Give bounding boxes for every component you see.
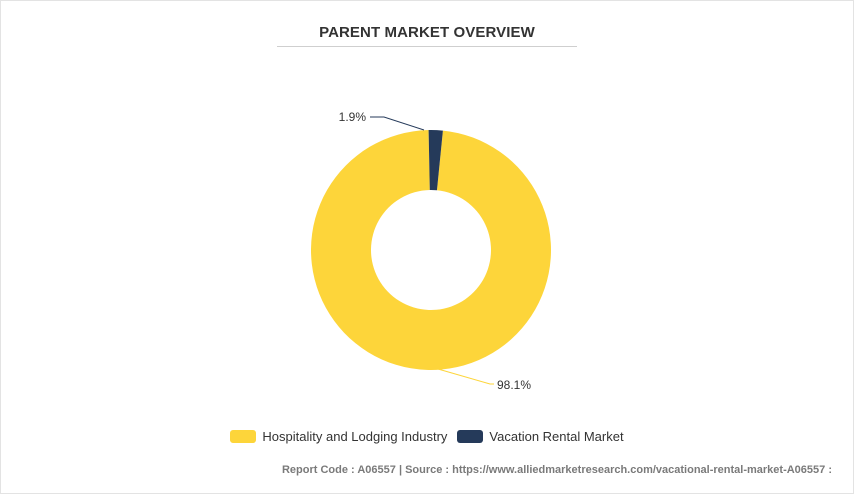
legend-label: Hospitality and Lodging Industry xyxy=(262,429,448,444)
slice-vacation-rental[interactable] xyxy=(428,130,443,191)
leader-line-vacation-rental xyxy=(370,116,425,131)
title-underline xyxy=(277,46,577,47)
legend-item-hospitality[interactable]: Hospitality and Lodging Industry xyxy=(230,429,447,444)
legend-label: Vacation Rental Market xyxy=(489,429,624,444)
data-label-hospitality: 98.1% xyxy=(497,378,531,392)
data-label-vacation-rental: 1.9% xyxy=(339,110,367,124)
report-source-footer: Report Code : A06557 | Source : https://… xyxy=(281,464,832,476)
legend-swatch xyxy=(457,430,484,443)
slice-hospitality[interactable] xyxy=(311,130,552,371)
legend-swatch xyxy=(230,430,257,443)
legend-item-vacation-rental[interactable]: Vacation Rental Market xyxy=(457,429,624,444)
legend: Hospitality and Lodging Industry Vacatio… xyxy=(0,429,854,444)
chart-title: PARENT MARKET OVERVIEW xyxy=(319,24,535,41)
leader-line-hospitality xyxy=(437,368,494,385)
